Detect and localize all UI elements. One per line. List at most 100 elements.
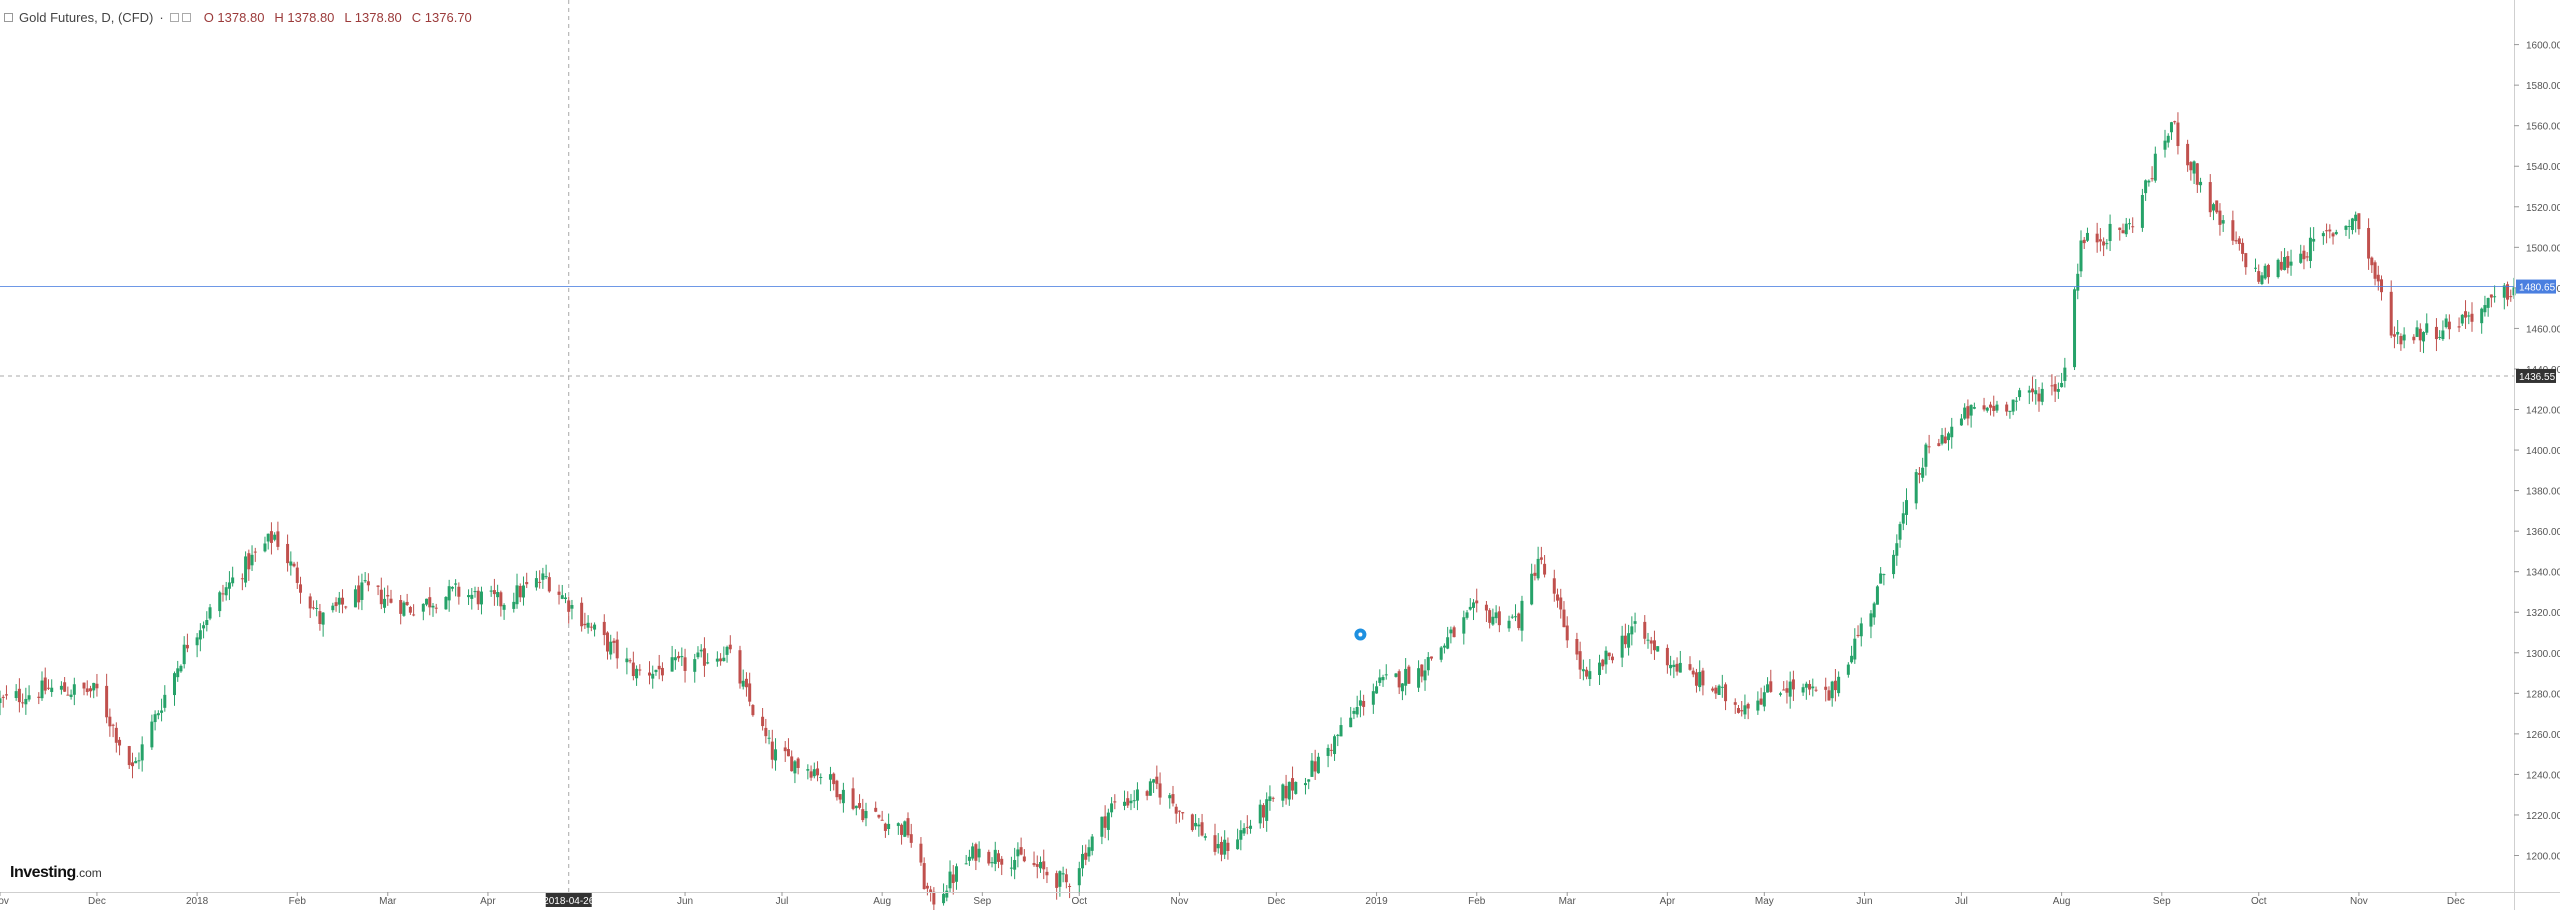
candle-up bbox=[2211, 204, 2215, 211]
candle-up bbox=[2422, 332, 2426, 342]
candle-down bbox=[1711, 688, 1715, 691]
candle-up bbox=[1598, 662, 1602, 676]
candle-down bbox=[1113, 801, 1117, 803]
candle-up bbox=[2169, 122, 2173, 133]
candle-up bbox=[2253, 267, 2257, 269]
candle-up bbox=[1766, 684, 1770, 693]
candle-down bbox=[269, 531, 273, 543]
candle-down bbox=[344, 606, 348, 608]
candle-up bbox=[496, 592, 500, 598]
candle-up bbox=[1417, 668, 1421, 688]
candle-up bbox=[1901, 513, 1905, 524]
time-tick-label: Feb bbox=[1468, 896, 1486, 907]
candle-down bbox=[1675, 663, 1679, 672]
candle-up bbox=[560, 595, 564, 599]
candle-up bbox=[1947, 433, 1951, 441]
candle-down bbox=[2412, 336, 2416, 341]
candle-down bbox=[240, 578, 244, 580]
price-axis[interactable]: 1200.00 1220.00 1240.00 1260.00 1280.00 1300.… bbox=[2514, 0, 2560, 910]
candle-down bbox=[1429, 656, 1433, 659]
candle-up bbox=[1168, 795, 1172, 799]
candle-down bbox=[1190, 814, 1194, 831]
price-tick-label: 1420.00 bbox=[2526, 406, 2560, 417]
candle-up bbox=[1123, 801, 1127, 806]
candle-up bbox=[2018, 390, 2022, 398]
price-tick-label: 1340.00 bbox=[2526, 568, 2560, 579]
candle-down bbox=[1181, 812, 1185, 814]
candle-up bbox=[205, 620, 209, 625]
candle-down bbox=[2418, 328, 2422, 341]
ohlc-open: O 1378.80 bbox=[203, 9, 265, 25]
candle-up bbox=[2153, 153, 2157, 181]
candle-up bbox=[1268, 796, 1272, 801]
price-tick-label: 1280.00 bbox=[2526, 689, 2560, 700]
candle-up bbox=[1507, 620, 1511, 629]
candle-down bbox=[2131, 226, 2135, 228]
collapse-legend-icon[interactable] bbox=[4, 12, 13, 22]
candle-down bbox=[1497, 611, 1501, 626]
candle-up bbox=[266, 533, 270, 542]
candle-up bbox=[1087, 847, 1091, 857]
candle-down bbox=[253, 551, 257, 553]
candle-up bbox=[1236, 839, 1240, 850]
time-axis[interactable]: Nov Dec 2018 Feb Mar Apr Jun Jul Aug Sep Oct Nov Dec… bbox=[0, 892, 2560, 907]
time-tick-label: Mar bbox=[379, 896, 397, 907]
candle-down bbox=[2237, 238, 2241, 244]
candle-up bbox=[1530, 573, 1534, 605]
candle-up bbox=[163, 694, 167, 708]
candle-up bbox=[725, 646, 729, 655]
settings-icon[interactable] bbox=[169, 12, 179, 22]
candle-down bbox=[2189, 162, 2193, 171]
candle-down bbox=[127, 746, 131, 766]
candle-down bbox=[2195, 163, 2199, 185]
candle-up bbox=[1762, 692, 1766, 707]
candle-down bbox=[2266, 264, 2270, 278]
candle-up bbox=[1110, 803, 1114, 813]
candle-up bbox=[1837, 676, 1841, 694]
candle-up bbox=[1197, 824, 1201, 827]
candle-up bbox=[971, 846, 975, 859]
candle-up bbox=[1106, 812, 1110, 830]
candle-up bbox=[2467, 315, 2471, 317]
candle-up bbox=[202, 625, 206, 629]
candle-up bbox=[421, 603, 425, 612]
candle-up bbox=[2402, 334, 2406, 341]
candle-down bbox=[1291, 778, 1295, 791]
candle-up bbox=[195, 637, 199, 646]
candle-down bbox=[925, 885, 929, 889]
candle-up bbox=[2396, 331, 2400, 335]
candle-up bbox=[2014, 400, 2018, 402]
candle-up bbox=[954, 866, 958, 882]
candle-down bbox=[108, 716, 112, 727]
candle-down bbox=[909, 834, 913, 843]
candle-up bbox=[1875, 586, 1879, 605]
time-tick-label: Dec bbox=[88, 896, 106, 907]
candle-down bbox=[1475, 600, 1479, 604]
candle-up bbox=[1016, 849, 1020, 857]
candle-up bbox=[27, 695, 31, 700]
candle-down bbox=[1937, 443, 1941, 447]
candle-up bbox=[1061, 873, 1065, 875]
candle-up bbox=[2147, 180, 2151, 183]
legend-menu-icon[interactable]: · bbox=[159, 9, 164, 25]
time-tick-label: Oct bbox=[2251, 896, 2267, 907]
candle-up bbox=[2063, 367, 2067, 381]
candle-up bbox=[1778, 693, 1782, 695]
hide-icon[interactable] bbox=[181, 12, 191, 22]
candle-down bbox=[1045, 871, 1049, 876]
candle-down bbox=[2118, 227, 2122, 231]
event-marker[interactable] bbox=[1354, 628, 1367, 641]
candle-down bbox=[1623, 635, 1627, 645]
candle-up bbox=[1830, 681, 1834, 699]
candle-down bbox=[1736, 708, 1740, 713]
candle-up bbox=[521, 585, 525, 598]
price-tick-label: 1560.00 bbox=[2526, 122, 2560, 133]
candle-down bbox=[874, 807, 878, 812]
candle-up bbox=[1921, 467, 1925, 478]
candle-down bbox=[1782, 689, 1786, 691]
candle-down bbox=[2231, 220, 2235, 241]
candle-up bbox=[1627, 633, 1631, 648]
candle-up bbox=[1294, 782, 1298, 794]
